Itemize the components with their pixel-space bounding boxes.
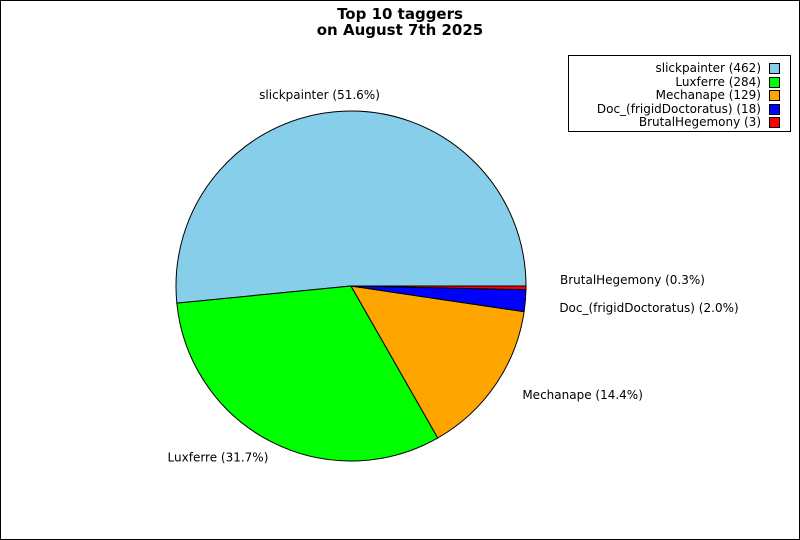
legend: slickpainter (462) Luxferre (284) Mechanap… [568,55,791,132]
chart-title-line-2: on August 7th 2025 [316,21,484,39]
slice-label: Doc_(frigidDoctoratus) (2.0%) [559,301,738,315]
legend-swatch [769,76,780,88]
legend-item: BrutalHegemony (3) [569,116,789,129]
pie-slice-mechanape [350,285,525,439]
legend-label: BrutalHegemony (3) [638,115,761,129]
legend-item: Luxferre (284) [569,74,789,89]
legend-swatch [769,90,780,101]
legend-label: Doc_(frigidDoctoratus) (18) [596,101,761,116]
legend-swatch [769,63,780,74]
legend-item: Doc_(frigidDoctoratus) (18) [569,101,789,116]
slice-label: BrutalHegemony (0.3%) [560,273,705,287]
legend-swatch [769,117,780,128]
pie-slice-slickpainter [175,110,527,304]
legend-label: slickpainter (462) [655,61,761,75]
chart-title-line-1: Top 10 taggers [337,5,463,23]
slice-label: Luxferre (31.7%) [168,450,269,464]
legend-label: Mechanape (129) [655,88,761,102]
legend-label: Luxferre (284) [675,74,761,89]
slice-label: Mechanape (14.4%) [522,388,643,402]
slice-label: slickpainter (51.6%) [259,88,380,102]
pie-labels: slickpainter (51.6%) Luxferre (31.7%) Mech… [168,88,739,464]
chart-title: Top 10 taggers on August 7th 2025 [1,6,799,38]
legend-item: slickpainter (462) [569,62,789,75]
pie-slice-brutalhegemony [350,285,527,291]
pie-slice-luxferre [176,285,439,462]
legend-item: Mechanape (129) [569,89,789,102]
pie-slices [175,110,527,462]
legend-swatch [769,103,780,115]
